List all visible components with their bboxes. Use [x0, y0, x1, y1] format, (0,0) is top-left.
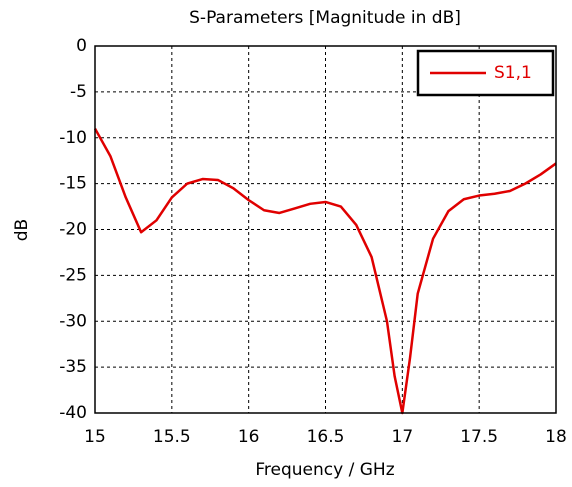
x-tick-label: 18	[545, 427, 567, 447]
x-tick-label: 16	[238, 427, 260, 447]
y-tick-label: -5	[70, 82, 87, 102]
y-tick-label: -15	[59, 174, 87, 194]
x-axis-label: Frequency / GHz	[255, 460, 394, 480]
y-tick-label: -35	[59, 357, 87, 377]
y-axis-label: dB	[12, 219, 32, 241]
line-series	[93, 127, 557, 415]
x-tick-label: 16.5	[307, 427, 345, 447]
plot-frame	[94, 45, 557, 414]
x-tick-label: 15.5	[153, 427, 191, 447]
y-tick-label: -10	[59, 128, 87, 148]
y-tick-label: -30	[59, 311, 87, 331]
y-tick-label: -20	[59, 220, 87, 240]
y-tick-label: -25	[59, 265, 87, 285]
legend-label: S1,1	[494, 63, 532, 83]
y-tick-label: 0	[76, 36, 87, 56]
x-tick-label: 17.5	[460, 427, 498, 447]
y-tick-label: -40	[59, 403, 87, 423]
x-tick-label: 15	[84, 427, 106, 447]
x-tick-label: 17	[392, 427, 414, 447]
chart-title: S-Parameters [Magnitude in dB]	[189, 8, 461, 28]
